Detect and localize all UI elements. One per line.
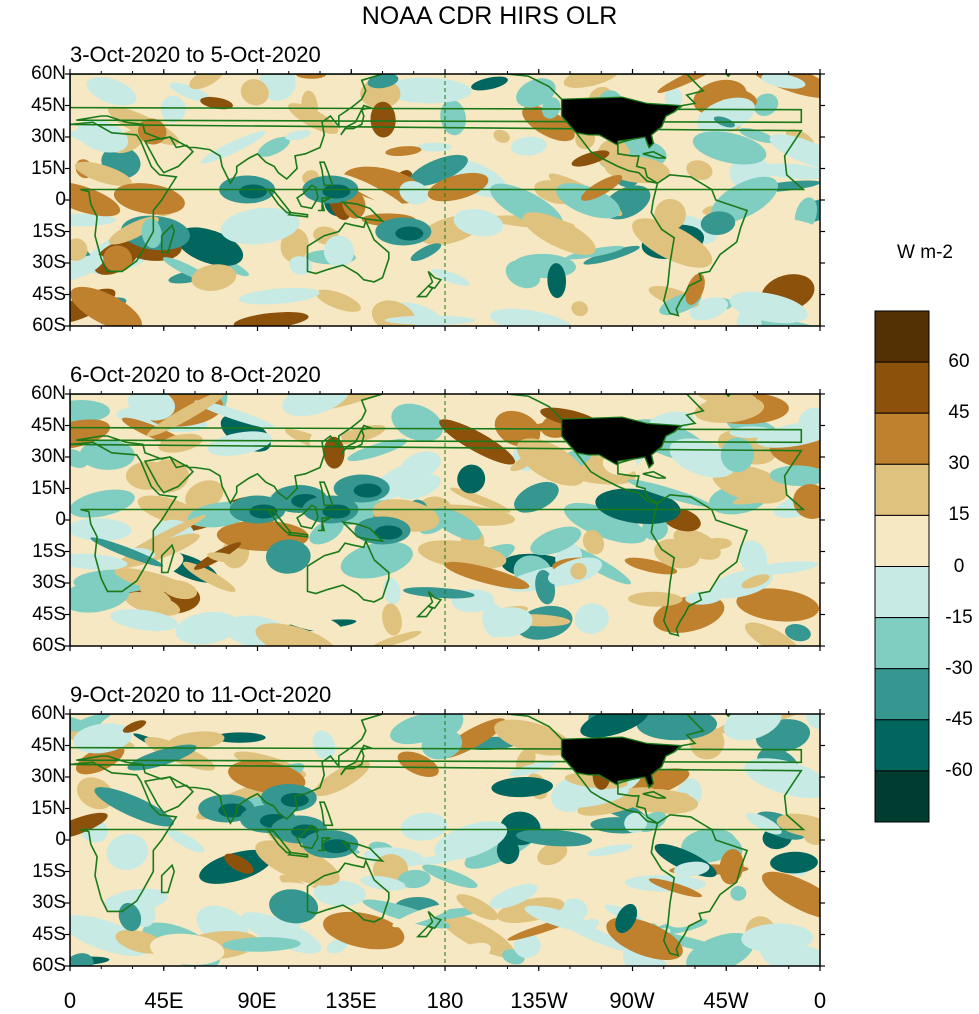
colorbar-swatch bbox=[874, 310, 930, 363]
lon-label-0-end: 0 bbox=[813, 988, 827, 1013]
panel-3-lat-label: 30N bbox=[31, 766, 66, 787]
lon-label-90w: 90W bbox=[609, 988, 655, 1013]
panel-3-lat-label: 60N bbox=[31, 703, 66, 724]
panel-1-map bbox=[70, 74, 820, 326]
lon-label-90e: 90E bbox=[237, 988, 277, 1013]
panel-2-map bbox=[70, 394, 820, 646]
colorbar-tick-label: 30 bbox=[948, 453, 970, 475]
panel-3-lat-label: 30S bbox=[32, 892, 66, 913]
panel-2-lat-label: 30S bbox=[32, 572, 66, 593]
colorbar-swatch bbox=[874, 617, 930, 670]
lon-label-135w: 135W bbox=[510, 988, 568, 1013]
panel-3-title: 9-Oct-2020 to 11-Oct-2020 bbox=[70, 682, 332, 707]
colorbar-swatch bbox=[874, 668, 930, 721]
lon-label-45e: 45E bbox=[144, 988, 184, 1013]
panel-1-title: 3-Oct-2020 to 5-Oct-2020 bbox=[70, 42, 321, 67]
panel-2-lat-label: 30N bbox=[31, 446, 66, 467]
panel-1-lat-label: 60S bbox=[32, 315, 66, 336]
panel-1-lat-label: 60N bbox=[31, 63, 66, 84]
panel-1-lat-label: 30N bbox=[31, 126, 66, 147]
panel-1-lat-label: 45S bbox=[32, 283, 66, 305]
lon-label-135e: 135E bbox=[325, 988, 377, 1013]
colorbar-swatch bbox=[874, 361, 930, 414]
panel-1-lat-label: 0 bbox=[55, 189, 66, 210]
colorbar-tick-label: -60 bbox=[945, 759, 973, 781]
colorbar-tick-label: -30 bbox=[945, 657, 973, 679]
panel-3-lat-label: 15N bbox=[31, 797, 66, 819]
panel-3-lat-label: 45N bbox=[31, 734, 66, 756]
panel-2-lat-label: 15S bbox=[32, 540, 66, 562]
panel-3-lat-label: 60S bbox=[32, 955, 66, 976]
lon-label-45w: 45W bbox=[703, 988, 749, 1013]
figure-title: NOAA CDR HIRS OLR bbox=[361, 2, 618, 30]
panel-2-lat-label: 60N bbox=[31, 383, 66, 404]
panel-3-lat-label: 15S bbox=[32, 860, 66, 882]
colorbar-tick-label: 60 bbox=[948, 351, 970, 373]
panel-2-lat-label: 0 bbox=[55, 509, 66, 530]
lon-label-180: 180 bbox=[426, 988, 464, 1013]
usa-region bbox=[561, 96, 682, 149]
panel-1-lat-label: 15S bbox=[32, 220, 66, 242]
colorbar-swatch bbox=[874, 514, 930, 568]
lon-label-0: 0 bbox=[63, 988, 77, 1013]
panel-2-lat-label: 45S bbox=[32, 603, 66, 625]
colorbar-tick-label: -45 bbox=[945, 708, 973, 730]
colorbar-tick-label: -15 bbox=[945, 606, 973, 628]
colorbar-swatch bbox=[874, 463, 930, 516]
panel-1-lat-label: 45N bbox=[31, 94, 66, 116]
panel-3-map bbox=[70, 714, 820, 966]
usa-region bbox=[561, 416, 682, 469]
panel-2-lat-label: 60S bbox=[32, 635, 66, 656]
usa-region bbox=[561, 736, 682, 789]
colorbar-swatch bbox=[874, 412, 930, 465]
panel-1-lat-label: 15N bbox=[31, 157, 66, 179]
colorbar-tick-label: 0 bbox=[953, 555, 965, 577]
panel-2-lat-label: 45N bbox=[31, 414, 66, 436]
colorbar-swatch bbox=[874, 770, 930, 823]
colorbar-tick-label: 45 bbox=[948, 402, 970, 424]
colorbar-swatch bbox=[874, 566, 930, 619]
panel-3-lat-label: 0 bbox=[55, 829, 66, 850]
colorbar-tick-label: 15 bbox=[948, 504, 970, 526]
panel-2-title: 6-Oct-2020 to 8-Oct-2020 bbox=[70, 362, 321, 387]
panel-3-lat-label: 45S bbox=[32, 923, 66, 945]
colorbar-units: W m-2 bbox=[897, 242, 953, 263]
colorbar-swatch bbox=[874, 719, 930, 772]
panel-2-lat-label: 15N bbox=[31, 477, 66, 499]
panel-1-lat-label: 30S bbox=[32, 252, 66, 273]
